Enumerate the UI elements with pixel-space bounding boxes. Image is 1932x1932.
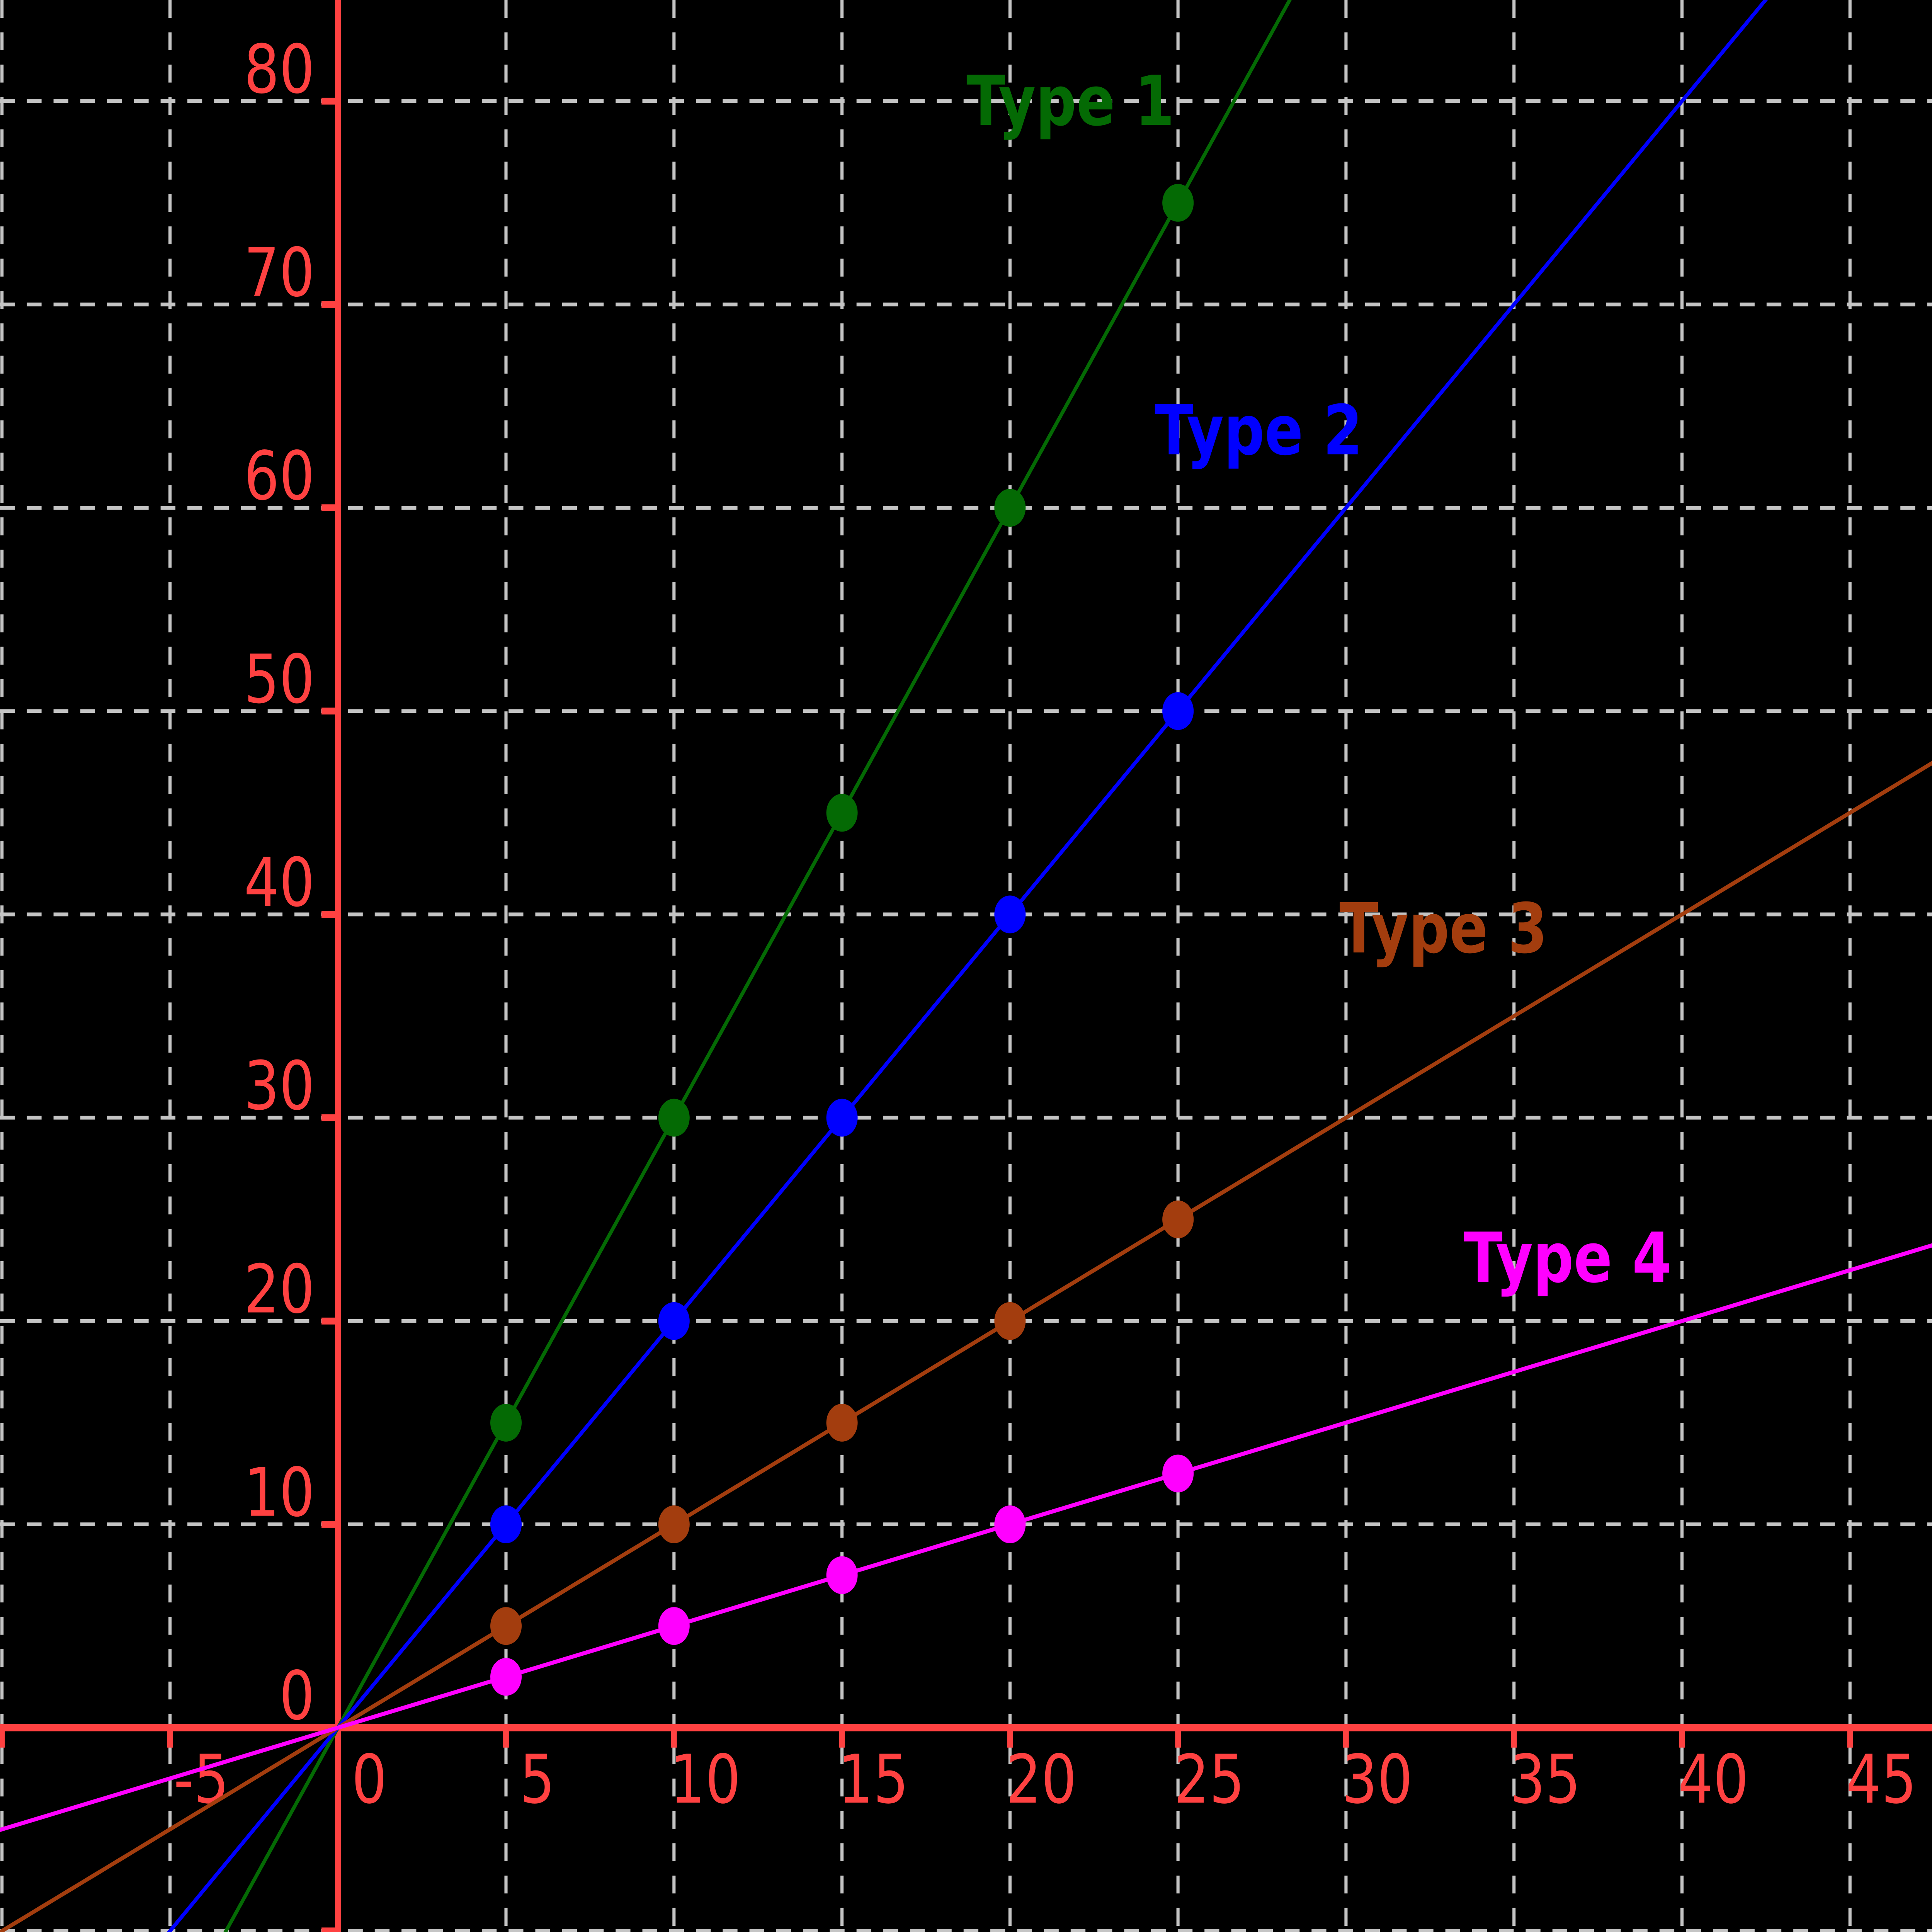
data-point-type-2-x10 <box>658 1302 690 1340</box>
y-axis-tick-label-70: 70 <box>244 233 315 312</box>
x-axis-tick-label-30: 30 <box>1342 1740 1413 1819</box>
y-axis-tick-label-50: 50 <box>244 640 315 719</box>
data-point-type-3-x20 <box>994 1302 1026 1340</box>
y-axis-tick-label-0: 0 <box>279 1657 315 1735</box>
series-label-type-2: Type 2 <box>1155 390 1362 471</box>
data-point-type-1-x5 <box>490 1403 522 1442</box>
x-axis-tick-label-15: 15 <box>838 1740 909 1819</box>
x-axis-tick-label-45: 45 <box>1846 1740 1917 1819</box>
x-axis-tick-label-5: 5 <box>520 1740 555 1819</box>
x-axis-tick-label-35: 35 <box>1510 1740 1581 1819</box>
y-axis-tick-label-80: 80 <box>244 30 315 109</box>
y-axis-tick-label-30: 30 <box>244 1047 315 1125</box>
data-point-type-1-x25 <box>1162 184 1194 222</box>
x-axis-tick-label-25: 25 <box>1174 1740 1245 1819</box>
data-point-type-4-x15 <box>826 1556 858 1594</box>
data-point-type-2-x20 <box>994 895 1026 934</box>
data-point-type-3-x25 <box>1162 1200 1194 1238</box>
data-point-type-4-x20 <box>994 1505 1026 1543</box>
series-label-type-4: Type 4 <box>1464 1218 1672 1298</box>
data-point-type-4-x10 <box>658 1607 690 1645</box>
data-point-type-4-x5 <box>490 1658 522 1696</box>
x-axis-tick-label-20: 20 <box>1006 1740 1077 1819</box>
series-label-type-1: Type 1 <box>966 61 1174 141</box>
series-label-type-3: Type 3 <box>1339 888 1547 969</box>
x-axis-tick-label-0: 0 <box>352 1740 387 1819</box>
y-axis-tick-label-40: 40 <box>244 844 315 922</box>
data-point-type-1-x15 <box>826 794 858 832</box>
x-axis-tick-label-40: 40 <box>1678 1740 1749 1819</box>
data-point-type-2-x25 <box>1162 692 1194 730</box>
data-point-type-4-x25 <box>1162 1454 1194 1493</box>
data-point-type-1-x10 <box>658 1099 690 1137</box>
x-axis-tick-label--5: -5 <box>173 1740 229 1819</box>
data-point-type-3-x15 <box>826 1403 858 1442</box>
series-line-type-4 <box>0 1243 1932 1832</box>
data-point-type-2-x5 <box>490 1505 522 1543</box>
y-axis-tick-label-10: 10 <box>244 1453 315 1532</box>
data-point-type-3-x5 <box>490 1607 522 1645</box>
data-point-type-3-x10 <box>658 1505 690 1543</box>
series-line-type-3 <box>0 760 1932 1932</box>
x-axis-tick-label-10: 10 <box>670 1740 741 1819</box>
data-point-type-1-x20 <box>994 489 1026 527</box>
y-axis-tick-label-60: 60 <box>244 437 315 515</box>
data-point-type-2-x15 <box>826 1099 858 1137</box>
y-axis-tick-label-20: 20 <box>244 1250 315 1328</box>
